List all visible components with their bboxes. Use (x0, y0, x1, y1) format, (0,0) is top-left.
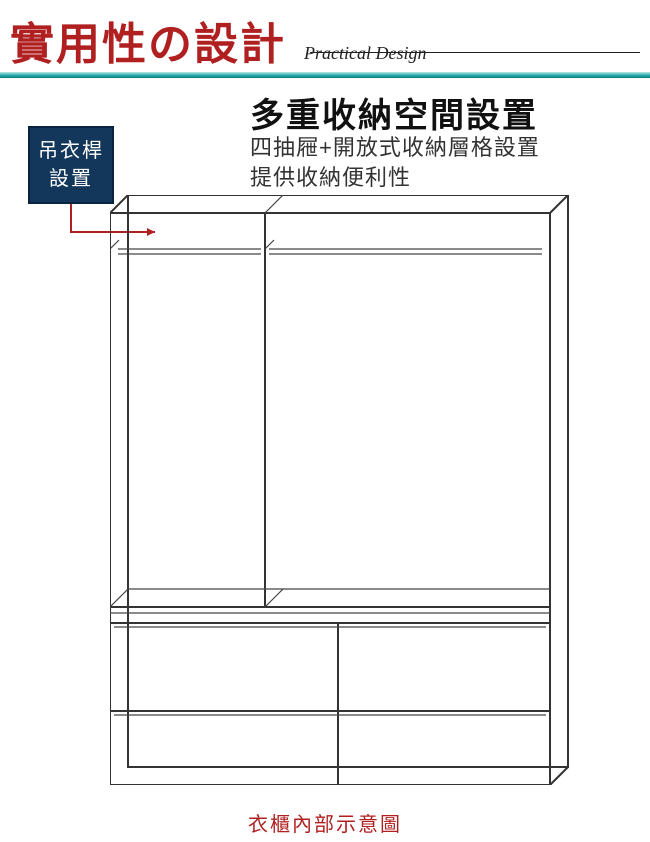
title-main: 實用性の設計 (10, 8, 286, 72)
header-row: 實用性の設計 Practical Design (10, 8, 426, 72)
caption: 衣櫃內部示意圖 (0, 808, 650, 837)
badge-line-1: 吊衣桿 (38, 137, 104, 165)
badge-line-2: 設置 (49, 165, 93, 193)
canvas: 實用性の設計 Practical Design 多重收納空間設置 四抽屜+開放式… (0, 0, 650, 842)
desc-line-1: 四抽屜+開放式收納層格設置 (250, 130, 540, 162)
desc-line-2: 提供收納便利性 (250, 160, 411, 192)
wardrobe-diagram (110, 195, 570, 785)
title-sub: Practical Design (304, 43, 426, 64)
callout-badge: 吊衣桿 設置 (28, 126, 114, 204)
teal-line (0, 72, 650, 78)
title-sub-underline (310, 52, 640, 53)
